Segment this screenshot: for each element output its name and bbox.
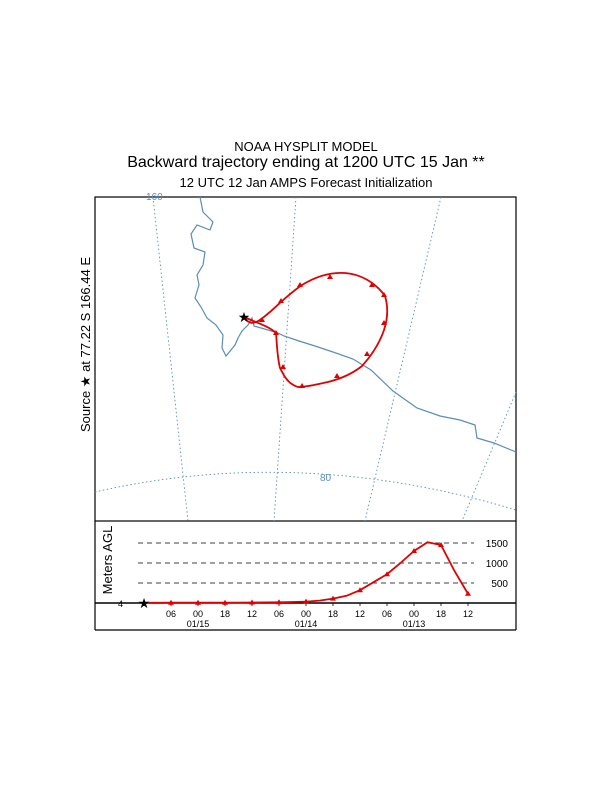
time-tick-label: 18 — [328, 609, 338, 619]
date-label: 01/15 — [187, 619, 210, 629]
height-marker — [411, 548, 417, 553]
trajectory-marker — [364, 351, 370, 356]
height-tick-label: 1500 — [486, 539, 509, 550]
trajectory-marker — [369, 282, 375, 287]
title-trajectory: Backward trajectory ending at 1200 UTC 1… — [127, 154, 485, 171]
start-height-label: 4 — [118, 599, 123, 609]
date-labels: 01/15 01/14 01/13 — [187, 619, 426, 629]
source-label: Source ★ at 77.22 S 166.44 E — [78, 257, 93, 432]
meridian-line — [273, 196, 297, 522]
time-tick-label: 06 — [274, 609, 284, 619]
trajectory-marker — [381, 292, 387, 297]
trajectory-marker — [259, 317, 265, 322]
height-tick-labels: 500 1000 1500 — [486, 539, 509, 590]
meridian-line — [364, 196, 442, 522]
height-markers — [168, 542, 471, 605]
time-tick-label: 18 — [220, 609, 230, 619]
trajectory-marker — [327, 274, 333, 279]
height-marker — [168, 599, 174, 605]
source-star-icon: ★ — [238, 309, 251, 325]
time-tick-label: 00 — [409, 609, 419, 619]
height-source-star-icon: ★ — [138, 595, 151, 611]
height-gridlines — [138, 542, 474, 584]
time-tick-label: 12 — [355, 609, 365, 619]
title-model: NOAA HYSPLIT MODEL — [234, 139, 378, 154]
map-frame — [94, 196, 517, 522]
trajectory-marker — [381, 320, 387, 325]
height-marker — [465, 590, 471, 596]
time-tick-label: 18 — [436, 609, 446, 619]
time-tick-label: 00 — [193, 609, 203, 619]
height-marker — [249, 599, 255, 605]
coastline — [190, 196, 517, 453]
trajectory-markers — [259, 274, 387, 388]
meridian-line — [152, 196, 189, 522]
meridian-label: 160 — [146, 192, 163, 203]
date-label: 01/13 — [403, 619, 426, 629]
height-tick-label: 500 — [491, 579, 508, 590]
height-marker — [357, 587, 363, 593]
time-tick-label: 06 — [382, 609, 392, 619]
trajectory-marker — [334, 373, 340, 378]
height-tick-label: 1000 — [486, 559, 509, 570]
height-marker — [438, 542, 444, 547]
time-tick-label: 06 — [166, 609, 176, 619]
parallel-line — [94, 471, 517, 511]
trajectory-path — [241, 272, 389, 388]
height-axis-label: Meters AGL — [100, 526, 115, 595]
height-marker — [276, 599, 282, 605]
trajectory-marker — [273, 330, 279, 335]
meridian-line — [461, 391, 517, 522]
time-tick-label: 00 — [301, 609, 311, 619]
time-tick-labels: 06 00 18 12 06 00 18 12 06 00 18 12 — [166, 609, 473, 619]
trajectory-marker — [280, 364, 286, 369]
height-series-line — [144, 541, 469, 604]
title-initialization: 12 UTC 12 Jan AMPS Forecast Initializati… — [179, 175, 433, 190]
trajectory-marker — [299, 383, 305, 388]
time-tick-label: 12 — [463, 609, 473, 619]
date-label: 01/14 — [295, 619, 318, 629]
height-marker — [384, 571, 390, 577]
height-marker — [330, 595, 336, 601]
height-marker — [195, 599, 201, 605]
height-marker — [303, 598, 309, 604]
map-grid — [94, 196, 517, 522]
trajectory-marker — [297, 282, 303, 287]
trajectory-marker — [278, 298, 284, 303]
time-tick-label: 12 — [247, 609, 257, 619]
height-marker — [222, 599, 228, 605]
parallel-label: 80 — [320, 473, 332, 484]
